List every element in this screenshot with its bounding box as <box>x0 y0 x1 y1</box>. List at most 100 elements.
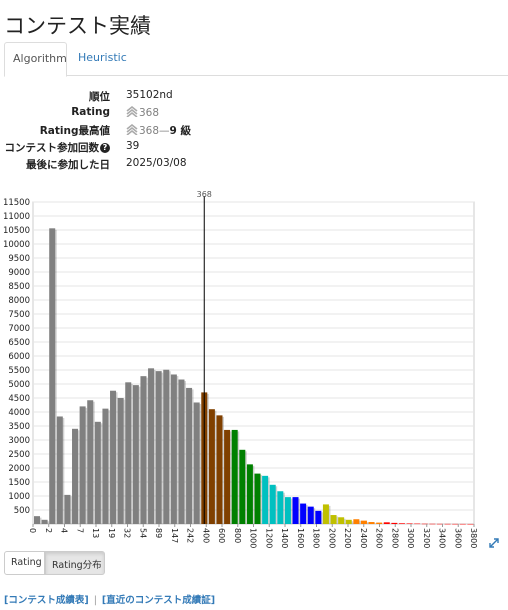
y-tick-label: 9000 <box>8 268 30 278</box>
highest-row: Rating最高値 368—9 級 <box>0 123 300 140</box>
bar <box>284 497 291 524</box>
y-tick-label: 3000 <box>8 436 30 446</box>
x-tick-label: 600 <box>217 528 226 543</box>
bar <box>64 494 71 524</box>
distribution-button[interactable]: Rating分布 <box>45 551 105 575</box>
y-tick-label: 1000 <box>8 492 30 502</box>
x-tick-label: 3000 <box>406 528 415 548</box>
x-tick-label: 1400 <box>280 528 289 548</box>
question-circle-icon[interactable]: ? <box>100 143 110 153</box>
footer-links: [コンテスト成績表] | [直近のコンテスト成績証] <box>4 592 215 606</box>
rating-row: Rating 368 <box>0 106 300 123</box>
y-tick-label: 6000 <box>8 352 30 362</box>
rating-marker-label: 368 <box>197 190 212 199</box>
x-tick-label: 1200 <box>264 528 273 548</box>
y-tick-label: 9500 <box>8 254 30 264</box>
bar <box>254 473 261 524</box>
bar <box>444 523 451 525</box>
bar <box>163 369 170 524</box>
bar <box>376 522 383 524</box>
bar <box>368 522 375 524</box>
rating-value: 368 <box>139 107 160 119</box>
bar <box>421 523 428 525</box>
bar <box>391 522 398 524</box>
x-tick-label: 32 <box>123 528 132 538</box>
x-tick-label: 89 <box>154 528 163 538</box>
last-date-label: 最後に参加した日 <box>26 159 110 171</box>
bar <box>94 421 101 524</box>
bar <box>360 520 367 524</box>
x-tick-label: 2000 <box>327 528 336 548</box>
recent-certificate-link[interactable]: [直近のコンテスト成績証] <box>101 595 216 606</box>
bar <box>224 429 231 524</box>
bar <box>49 228 56 524</box>
bar <box>292 497 299 524</box>
x-tick-label: 4 <box>60 528 69 533</box>
rating-label: Rating <box>71 106 110 118</box>
bar <box>110 390 117 524</box>
bar <box>330 515 337 524</box>
x-tick-label: 19 <box>107 528 116 538</box>
rank-chevron-icon <box>126 124 138 135</box>
expand-icon[interactable] <box>488 537 500 549</box>
bar <box>315 510 322 524</box>
y-tick-label: 4500 <box>8 394 30 404</box>
bar <box>459 523 466 525</box>
contests-label-wrap: コンテスト参加回数? <box>4 140 110 155</box>
profile-stats: 順位 35102nd Rating 368 Rating最高値 368—9 級 … <box>0 89 300 174</box>
y-tick-label: 10500 <box>3 226 30 236</box>
bar <box>429 523 436 525</box>
bar <box>155 371 162 524</box>
y-tick-label: 1500 <box>8 478 30 488</box>
x-tick-label: 400 <box>201 528 210 543</box>
highest-value-wrap: 368—9 級 <box>126 123 191 138</box>
bar <box>102 408 109 524</box>
x-tick-label: 800 <box>233 528 242 543</box>
y-tick-label: 2000 <box>8 464 30 474</box>
x-tick-label: 3200 <box>422 528 431 548</box>
tab-heuristic[interactable]: Heuristic <box>78 51 127 64</box>
bar <box>79 406 86 524</box>
bar <box>467 523 474 525</box>
x-tick-label: 1600 <box>296 528 305 548</box>
contest-results-link[interactable]: [コンテスト成績表] <box>4 595 89 606</box>
bar <box>406 523 413 524</box>
contests-label: コンテスト参加回数 <box>4 142 100 154</box>
y-tick-label: 11500 <box>3 198 30 208</box>
rank-value: 35102nd <box>126 89 173 101</box>
bar <box>398 523 405 524</box>
y-tick-label: 3500 <box>8 422 30 432</box>
tab-algorithm[interactable]: Algorithm <box>4 42 67 77</box>
x-tick-label: 3600 <box>453 528 462 548</box>
bar <box>246 464 253 524</box>
page-title: コンテスト実績 <box>4 14 151 38</box>
bar <box>307 506 314 524</box>
y-tick-label: 10000 <box>3 240 30 250</box>
bar <box>170 374 177 524</box>
bar <box>338 517 345 524</box>
bar <box>322 504 329 524</box>
x-tick-label: 13 <box>91 528 100 538</box>
bar <box>41 519 48 524</box>
last-date-value: 2025/03/08 <box>126 157 187 169</box>
x-tick-label: 54 <box>138 528 147 538</box>
bar <box>125 382 132 524</box>
separator: | <box>93 595 97 606</box>
rating-button[interactable]: Rating <box>4 551 45 575</box>
bar <box>216 415 223 524</box>
bar <box>72 428 79 524</box>
bar <box>178 379 185 524</box>
highest-value: 368 <box>139 125 160 137</box>
y-tick-label: 7000 <box>8 324 30 334</box>
bar <box>231 429 238 524</box>
highest-label: Rating最高値 <box>39 125 110 137</box>
bar <box>383 522 390 524</box>
bar <box>148 368 155 524</box>
bar <box>56 416 63 524</box>
y-tick-label: 11000 <box>3 212 30 222</box>
y-tick-label: 2500 <box>8 450 30 460</box>
bar <box>452 523 459 525</box>
highest-dash: — <box>159 125 170 137</box>
rank-row: 順位 35102nd <box>0 89 300 106</box>
y-tick-label: 6500 <box>8 338 30 348</box>
